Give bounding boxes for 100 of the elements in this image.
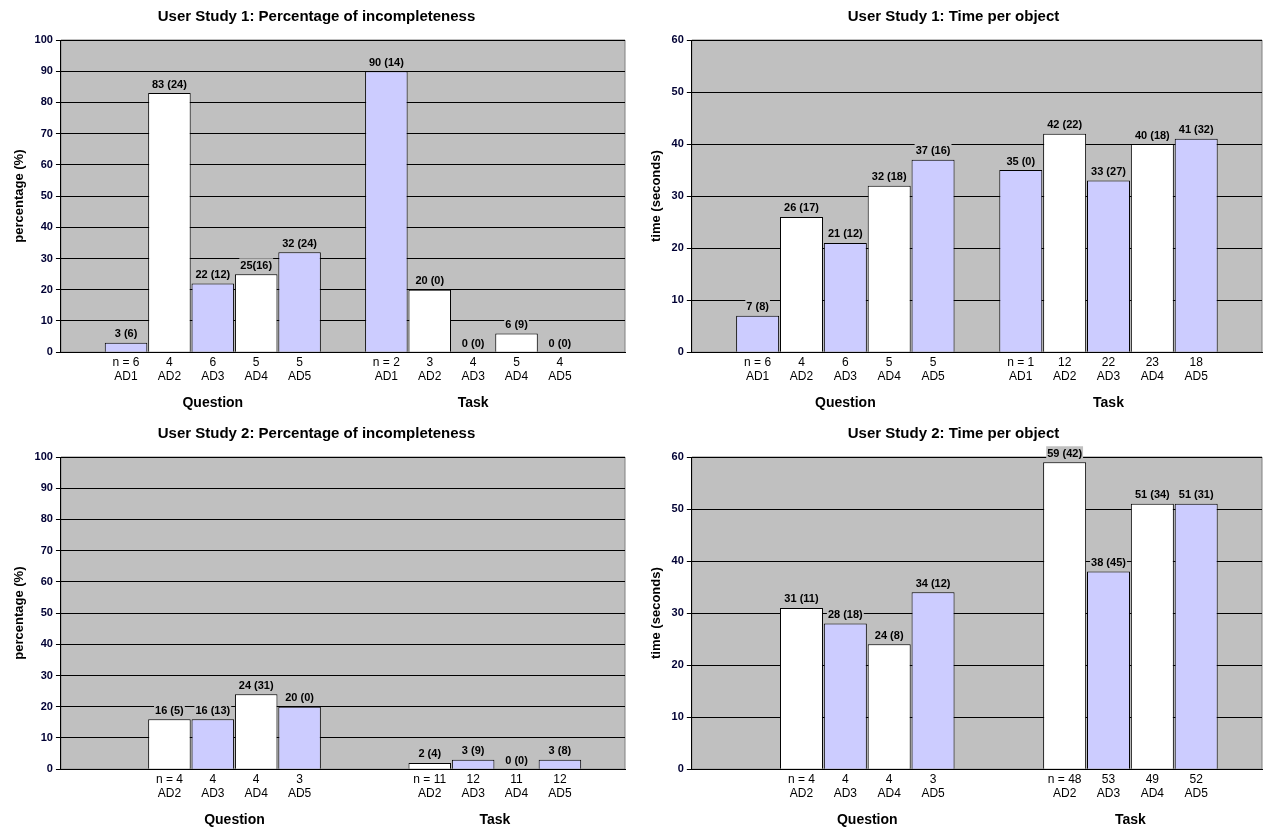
text: Task [479,811,511,827]
data-label: 0 (0) [461,336,485,349]
data-label: 22 (12) [195,268,231,281]
y-tick-label: 40 [671,137,684,150]
chart-title: User Study 2: Percentage of incompleteness [157,424,476,442]
x-tick-label: 18 AD5 [1184,354,1209,384]
y-tick-label: 20 [671,241,684,254]
x-tick-label: 22 AD3 [1096,354,1121,384]
data-label: 3 (9) [461,744,485,757]
y-tick-label: 0 [677,762,684,775]
y-tick-label: 20 [40,282,53,295]
x-tick-label: 4 AD3 [833,771,858,801]
y-tick-label: 30 [671,606,684,619]
data-label: 32 (24) [282,236,318,249]
y-tick-label: 30 [40,668,53,681]
x-tick-label: 12 AD5 [548,771,572,801]
y-tick-label: 0 [46,345,53,358]
data-label: 31 (11) [784,592,819,605]
y-tick-label: 40 [671,554,684,567]
data-label: 3 (6) [114,327,138,340]
data-label: 24 (8) [874,628,904,641]
x-tick-label: n = 1 AD1 [1007,354,1035,384]
x-tick-label: 4 AD2 [157,354,182,384]
x-tick-label: 4 AD5 [548,354,572,384]
y-tick-label: 50 [671,85,684,98]
y-tick-label: 40 [40,637,53,650]
data-label: 3 (8) [548,744,572,757]
y-tick-label: 40 [40,220,53,233]
y-tick-label: 10 [40,314,53,327]
y-tick-label: 60 [40,157,53,170]
y-tick-label: 50 [671,502,684,515]
y-tick-label: 60 [671,450,684,463]
y-tick-label: 70 [40,126,53,139]
y-tick-label: 90 [40,481,53,494]
data-label: 32 (18) [871,170,907,183]
x-tick-label: n = 2 AD1 [372,354,401,384]
chart-title: User Study 1: Time per object [847,7,1060,25]
x-tick-label: 52 AD5 [1184,771,1209,801]
x-tick-label: 4 AD3 [201,771,225,801]
data-label: 16 (5) [155,703,185,716]
x-tick-label: 49 AD4 [1140,771,1165,801]
data-label: 24 (31) [238,678,274,691]
x-tick-label: 12 AD2 [1052,354,1077,384]
data-label: 21 (12) [827,227,864,240]
text: Question [836,811,898,827]
y-tick-label: 20 [671,658,684,671]
y-tick-label: 80 [40,95,53,108]
text: Task [1114,811,1147,827]
data-label: 20 (0) [285,691,315,704]
data-label: 16 (13) [195,703,231,716]
y-tick-label: 10 [40,731,53,744]
x-tick-label: n = 6 AD1 [744,354,772,384]
x-tick-label: 6 AD3 [833,354,858,384]
data-label: 51 (31) [1178,488,1214,501]
x-tick-label: 5 AD4 [877,354,902,384]
x-tick-label: 6 AD3 [201,354,225,384]
y-tick-label: 20 [40,699,53,712]
x-tick-label: n = 11 AD2 [413,771,447,801]
data-label: 28 (18) [827,608,864,621]
data-label: 83 (24) [151,77,188,90]
x-tick-label: n = 6 AD1 [112,354,140,384]
data-label: 35 (0) [1006,154,1036,167]
y-tick-label: 70 [40,543,53,556]
data-label: 20 (0) [415,274,445,287]
y-tick-label: 50 [40,606,53,619]
x-tick-label: n = 48 AD2 [1047,771,1082,801]
x-tick-label: 53 AD3 [1096,771,1121,801]
y-tick-label: 80 [40,512,53,525]
data-label: 2 (4) [418,747,442,760]
x-tick-label: 11 AD4 [504,771,529,801]
y-tick-label: 60 [671,33,684,46]
chart-title: User Study 2: Time per object [847,424,1060,442]
y-tick-label: 90 [40,64,53,77]
x-tick-label: n = 4 AD2 [787,771,816,801]
data-label: 6 (9) [505,318,529,330]
x-tick-label: 12 AD3 [461,771,486,801]
x-tick-label: 4 AD2 [789,354,814,384]
data-label: 34 (12) [915,576,951,589]
y-tick-label: 10 [671,710,684,723]
chart-title: User Study 1: Percentage of incompleteness [157,7,476,25]
y-tick-label: 0 [46,762,53,775]
text: Question [204,811,265,827]
x-tick-label: 5 AD4 [504,354,529,384]
text: Question [182,394,244,410]
x-tick-label: 5 AD5 [921,354,946,384]
data-label: 38 (45) [1091,556,1127,568]
data-label: 59 (42) [1047,446,1083,459]
y-axis-title: percentage (%) [11,566,27,660]
y-axis-title: percentage (%) [11,149,27,243]
data-label: 42 (22) [1047,118,1083,131]
y-tick-label: 100 [34,450,53,463]
y-tick-label: 60 [40,574,53,587]
data-label: 0 (0) [505,753,529,766]
y-axis-title: time (seconds) [648,567,664,659]
x-tick-label: 3 AD5 [287,771,312,801]
data-label: 90 (14) [368,55,405,68]
data-label: 41 (32) [1178,123,1214,136]
x-tick-label: 23 AD4 [1140,354,1165,384]
text: Task [1093,394,1125,410]
y-tick-label: 30 [40,251,53,264]
